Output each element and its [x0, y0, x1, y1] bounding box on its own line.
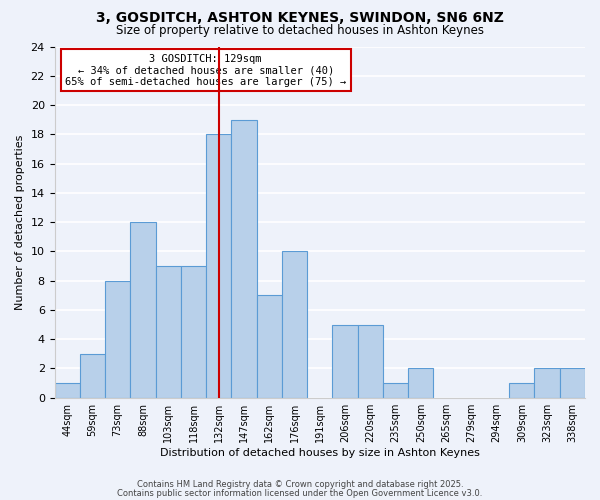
Bar: [358, 324, 383, 398]
Bar: [55, 383, 80, 398]
Bar: [560, 368, 585, 398]
Bar: [257, 296, 282, 398]
Bar: [130, 222, 155, 398]
X-axis label: Distribution of detached houses by size in Ashton Keynes: Distribution of detached houses by size …: [160, 448, 480, 458]
Text: 3, GOSDITCH, ASHTON KEYNES, SWINDON, SN6 6NZ: 3, GOSDITCH, ASHTON KEYNES, SWINDON, SN6…: [96, 11, 504, 25]
Bar: [232, 120, 257, 398]
Bar: [535, 368, 560, 398]
Bar: [332, 324, 358, 398]
Text: 3 GOSDITCH: 129sqm
← 34% of detached houses are smaller (40)
65% of semi-detache: 3 GOSDITCH: 129sqm ← 34% of detached hou…: [65, 54, 346, 86]
Bar: [80, 354, 105, 398]
Y-axis label: Number of detached properties: Number of detached properties: [15, 134, 25, 310]
Text: Size of property relative to detached houses in Ashton Keynes: Size of property relative to detached ho…: [116, 24, 484, 37]
Text: Contains public sector information licensed under the Open Government Licence v3: Contains public sector information licen…: [118, 488, 482, 498]
Bar: [282, 252, 307, 398]
Bar: [383, 383, 408, 398]
Bar: [105, 280, 130, 398]
Bar: [181, 266, 206, 398]
Bar: [509, 383, 535, 398]
Bar: [206, 134, 232, 398]
Text: Contains HM Land Registry data © Crown copyright and database right 2025.: Contains HM Land Registry data © Crown c…: [137, 480, 463, 489]
Bar: [155, 266, 181, 398]
Bar: [408, 368, 433, 398]
